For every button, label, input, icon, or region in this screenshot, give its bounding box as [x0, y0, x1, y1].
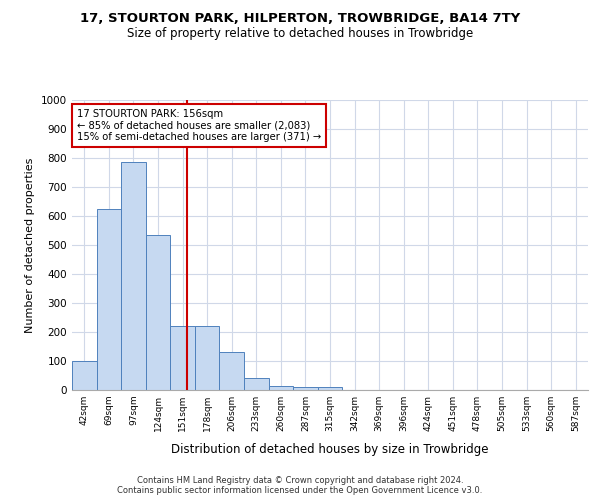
Text: Size of property relative to detached houses in Trowbridge: Size of property relative to detached ho… [127, 28, 473, 40]
Bar [97, 209, 121, 390]
Text: 17, STOURTON PARK, HILPERTON, TROWBRIDGE, BA14 7TY: 17, STOURTON PARK, HILPERTON, TROWBRIDGE… [80, 12, 520, 26]
Text: 17 STOURTON PARK: 156sqm
← 85% of detached houses are smaller (2,083)
15% of sem: 17 STOURTON PARK: 156sqm ← 85% of detach… [77, 108, 322, 142]
Bar [318, 386, 342, 390]
Bar [293, 386, 318, 390]
Bar [220, 352, 244, 390]
Bar [244, 378, 269, 390]
Bar [146, 235, 170, 390]
Bar [121, 162, 146, 390]
Bar [195, 326, 220, 390]
Y-axis label: Number of detached properties: Number of detached properties [25, 158, 35, 332]
Bar [269, 386, 293, 390]
Bar [72, 361, 97, 390]
Text: Contains HM Land Registry data © Crown copyright and database right 2024.
Contai: Contains HM Land Registry data © Crown c… [118, 476, 482, 495]
Text: Distribution of detached houses by size in Trowbridge: Distribution of detached houses by size … [171, 442, 489, 456]
Bar [170, 326, 195, 390]
